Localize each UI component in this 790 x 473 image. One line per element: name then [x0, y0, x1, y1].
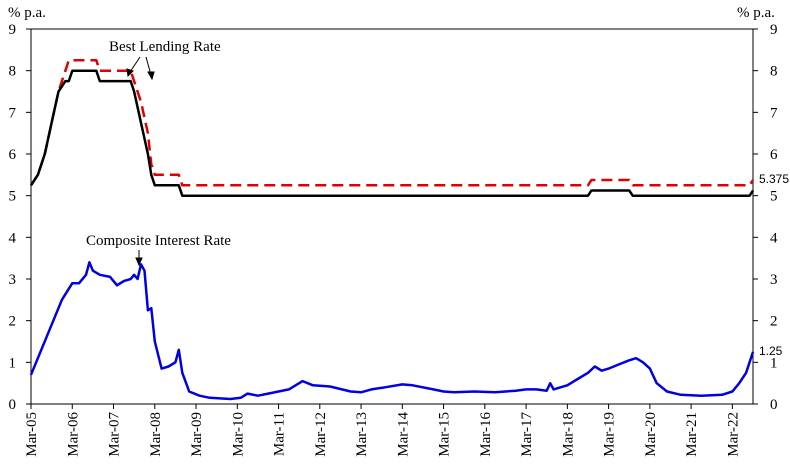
x-tick-label: Mar-12 [313, 412, 329, 457]
right-axis-unit-label: % p.a. [737, 5, 775, 21]
x-tick-label: Mar-17 [519, 412, 535, 457]
y-tick-label-left: 8 [9, 64, 17, 80]
best-lending-rate-annotation: Best Lending Rate [109, 39, 221, 55]
composite-end-label: 1.25 [759, 344, 783, 358]
best-lending-rate-lower-line [29, 69, 755, 197]
x-tick-label: Mar-19 [602, 412, 618, 457]
y-tick-label-left: 4 [9, 230, 17, 246]
chart-series [29, 59, 755, 401]
annotation-arrows [126, 56, 155, 267]
arrow-to-best-lending-red [129, 56, 141, 73]
y-tick-label-left: 2 [9, 314, 17, 330]
best-lending-rate-upper-line [29, 59, 755, 187]
y-tick-label-right: 9 [770, 22, 778, 38]
x-tick-label: Mar-14 [395, 412, 411, 457]
composite-interest-rate-annotation: Composite Interest Rate [86, 233, 231, 249]
composite-interest-rate-line [29, 261, 755, 401]
y-tick-label-right: 8 [770, 64, 778, 80]
y-tick-label-left: 0 [9, 397, 17, 413]
x-tick-label: Mar-20 [643, 412, 659, 457]
plot-frame [30, 28, 754, 405]
x-tick-label: Mar-21 [684, 412, 700, 457]
x-tick-label: Mar-08 [148, 412, 164, 457]
y-tick-label-right: 1 [770, 355, 778, 371]
y-tick-label-right: 3 [770, 272, 778, 288]
x-tick-label: Mar-09 [189, 412, 205, 457]
y-tick-label-left: 1 [9, 355, 17, 371]
y-tick-label-right: 5 [770, 189, 778, 205]
y-tick-label-right: 0 [770, 397, 778, 413]
y-tick-label-right: 2 [770, 314, 778, 330]
x-tick-label: Mar-15 [437, 412, 453, 457]
arrowhead-red [126, 68, 134, 78]
x-tick-label: Mar-22 [725, 412, 741, 457]
arrowhead-composite [135, 257, 143, 267]
y-tick-label-left: 3 [9, 272, 17, 288]
best-lending-rate-end-label: 5.375 [759, 172, 789, 186]
y-tick-label-left: 6 [9, 147, 17, 163]
y-tick-label-right: 4 [770, 230, 778, 246]
x-tick-label: Mar-06 [65, 412, 81, 457]
x-tick-label: Mar-07 [107, 412, 123, 457]
y-tick-label-right: 6 [770, 147, 778, 163]
y-tick-label-left: 7 [9, 105, 17, 121]
chart-annotations: % p.a. % p.a. Best Lending Rate Composit… [8, 5, 789, 358]
x-tick-label: Mar-11 [272, 412, 288, 456]
chart-axes: 0 0 1 1 2 2 3 3 4 4 5 5 6 6 7 7 8 8 9 9 Mar-05 Mar-06 Mar-07 Ma… [9, 22, 779, 457]
x-tick-label: Mar-10 [230, 412, 246, 457]
x-tick-label: Mar-16 [478, 412, 494, 457]
y-tick-label-right: 7 [770, 105, 778, 121]
y-tick-label-left: 5 [9, 189, 17, 205]
x-tick-label: Mar-13 [354, 412, 370, 457]
y-tick-label-left: 9 [9, 22, 17, 38]
x-tick-label: Mar-18 [560, 412, 576, 457]
left-axis-unit-label: % p.a. [8, 5, 46, 21]
x-tick-label: Mar-05 [24, 412, 40, 457]
arrowhead-black [147, 71, 155, 81]
